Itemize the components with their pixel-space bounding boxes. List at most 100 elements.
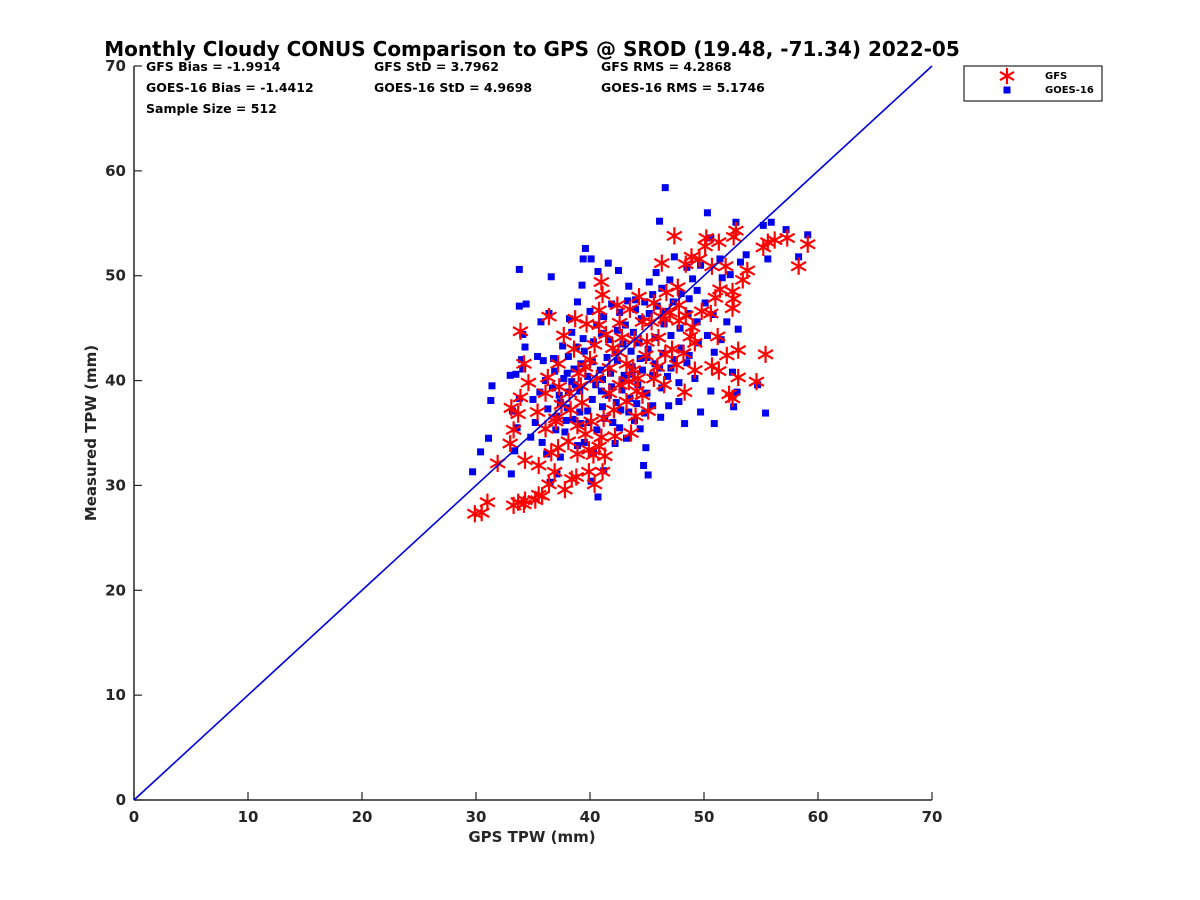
gfs-point (682, 327, 699, 346)
gfs-point (540, 475, 557, 493)
goes-16-point (637, 315, 645, 323)
goes-16-point (529, 395, 537, 403)
goes-16-point (645, 309, 653, 317)
goes-16-point (588, 395, 596, 403)
gfs-point (505, 421, 522, 439)
gfs-point (683, 248, 700, 266)
gfs-point (653, 254, 670, 272)
gfs-point (577, 425, 594, 443)
goes-16-point (619, 340, 627, 348)
goes-16-point (515, 265, 523, 273)
gfs-point (727, 222, 744, 240)
goes-16-point (644, 471, 652, 479)
gfs-point (666, 227, 683, 245)
gfs-point (691, 250, 708, 268)
gfs-point (586, 336, 603, 354)
gfs-point (730, 368, 747, 387)
goes-16-point (485, 434, 493, 442)
goes-16-point (652, 269, 660, 277)
gfs-point (710, 233, 727, 251)
goes-16-point (548, 384, 556, 392)
goes-16-point (584, 407, 592, 415)
x-tick-label: 50 (694, 808, 715, 826)
goes-16-point (551, 367, 559, 375)
gfs-point (569, 445, 586, 463)
goes-16-point (666, 276, 674, 284)
gfs-point (724, 299, 741, 317)
y-tick-label: 20 (105, 581, 126, 599)
goes-16-point (710, 348, 718, 356)
goes-16-point (754, 381, 762, 389)
goes-16-point (651, 334, 659, 342)
gfs-point (591, 301, 608, 319)
gfs-point (560, 432, 577, 450)
goes-16-point (604, 259, 612, 267)
gfs-point (717, 257, 734, 275)
gfs-point (634, 313, 651, 331)
goes-16-point (624, 297, 632, 305)
goes-16-point (630, 416, 638, 424)
gfs-point (702, 304, 719, 323)
gfs-std-stat: GFS StD = 3.7962 (374, 59, 499, 74)
goes-16-point (534, 352, 542, 360)
goes-16-point (693, 286, 701, 294)
goes-16-point (587, 255, 595, 263)
gfs-point (670, 312, 687, 330)
goes-16-point (675, 379, 683, 387)
gfs-point (503, 399, 520, 417)
goes-16-point (670, 253, 678, 261)
gfs-point (799, 235, 816, 253)
goes-16-point (550, 355, 558, 363)
goes-16-point (608, 300, 616, 308)
gfs-point (512, 388, 529, 406)
x-tick-label: 60 (808, 808, 829, 826)
goes-16-point (665, 402, 673, 410)
goes-16-point (697, 408, 705, 416)
y-tick-label: 30 (105, 476, 126, 494)
goes-16-point (581, 244, 589, 252)
gfs-point (517, 451, 534, 469)
gfs-point (639, 333, 655, 351)
gfs-point (693, 302, 710, 320)
gfs-point (609, 296, 626, 314)
goes-16-point (661, 184, 669, 192)
y-tick-label: 50 (105, 267, 126, 285)
goes-16-point (538, 438, 546, 446)
goes-16-point (488, 382, 496, 390)
goes-16-point (556, 453, 564, 461)
goes-16-point (693, 318, 701, 326)
goes-16-point (658, 384, 666, 392)
goes-16-point (560, 374, 568, 382)
gfs-point (585, 446, 602, 464)
goes-16-point (593, 321, 601, 329)
goes-16-point (546, 478, 554, 486)
goes-16-point (657, 413, 665, 421)
gfs-point (567, 310, 584, 328)
goes-16-point (697, 261, 705, 269)
gfs-point (556, 481, 573, 499)
gfs-point (555, 326, 572, 345)
gfs-point (611, 314, 628, 332)
goes-16-point (675, 398, 683, 406)
gfs-point (684, 318, 701, 336)
gfs-point (707, 289, 724, 307)
goes-16-point (703, 209, 711, 217)
goes-16-point (645, 278, 653, 286)
goes-16-point (562, 416, 570, 424)
gfs-point (686, 361, 703, 379)
goes-16-point (782, 226, 790, 234)
statistics-annotations: GFS Bias = -1.9914 GFS StD = 3.7962 GFS RM… (146, 59, 765, 116)
gfs-point (550, 355, 567, 373)
gfs-point (664, 340, 681, 358)
goes-16-point (643, 354, 651, 362)
gfs-point (510, 405, 527, 423)
gfs-point (709, 327, 726, 346)
gfs-point (580, 463, 597, 481)
goes-16-point (733, 388, 741, 396)
goes-bias-stat: GOES-16 Bias = -1.4412 (146, 80, 314, 95)
goes-16-point (561, 428, 569, 436)
gfs-point (512, 322, 529, 340)
gfs-point (669, 278, 686, 296)
x-tick-label: 40 (580, 808, 601, 826)
y-axis-label: Measured TPW (mm) (82, 345, 100, 521)
